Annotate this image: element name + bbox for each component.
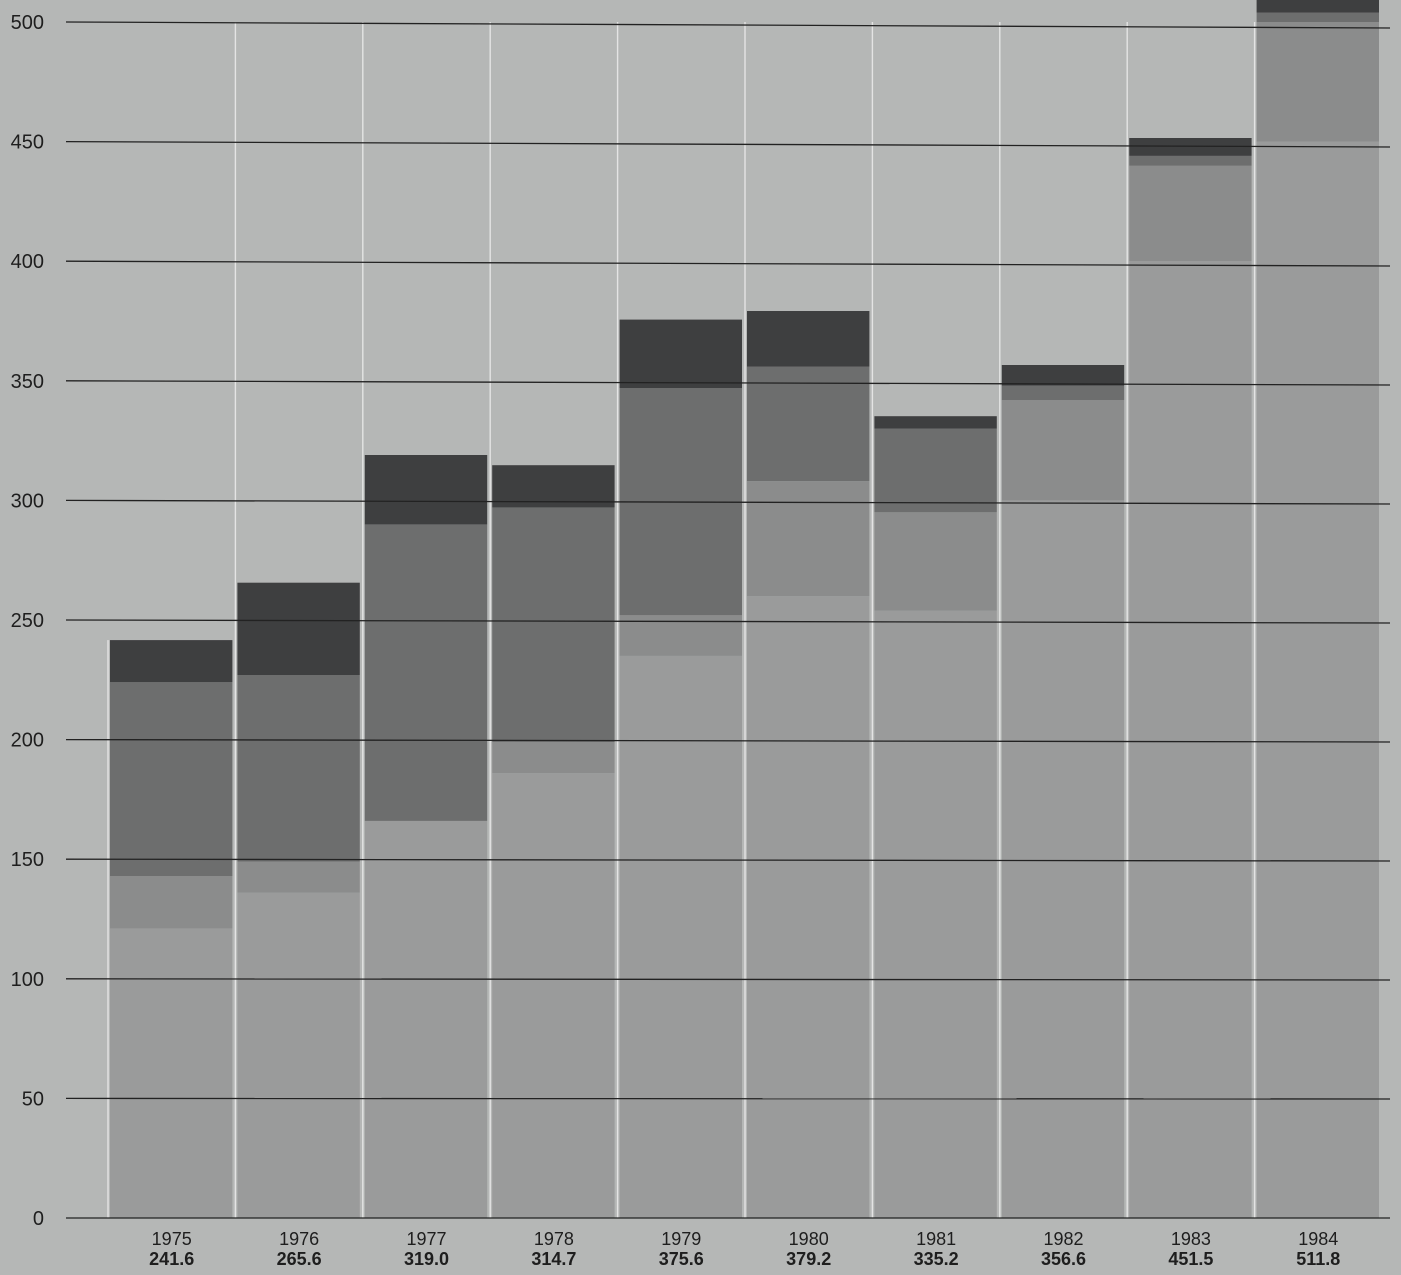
bar-segment-1978-layer-2 bbox=[492, 742, 615, 774]
bar-segment-1984-layer-1 bbox=[1256, 141, 1379, 1219]
bar-segment-1982-layer-4 bbox=[1001, 365, 1125, 386]
bar-segment-1980-layer-4 bbox=[747, 311, 870, 367]
bar-segment-1975-layer-3 bbox=[110, 682, 233, 876]
x-category-total: 314.7 bbox=[531, 1249, 576, 1269]
y-tick-label: 500 bbox=[11, 12, 44, 34]
x-category-total: 379.2 bbox=[786, 1249, 831, 1269]
bar-segment-1981-layer-2 bbox=[874, 512, 997, 611]
bar-segment-1982-layer-2 bbox=[1001, 399, 1125, 501]
gridline-500 bbox=[65, 21, 1391, 29]
x-category-total: 241.6 bbox=[149, 1249, 194, 1269]
x-category-year: 1977 bbox=[406, 1229, 446, 1249]
bar-segment-1976-layer-1 bbox=[237, 892, 360, 1218]
bar-segment-1982-layer-1 bbox=[1001, 500, 1125, 1218]
gridline-50 bbox=[65, 1097, 1391, 1100]
y-tick-label: 450 bbox=[11, 132, 44, 154]
gridline-350 bbox=[65, 380, 1391, 386]
bar-segment-1977-layer-3 bbox=[364, 524, 488, 821]
x-category-year: 1979 bbox=[661, 1229, 701, 1249]
x-category-total: 319.0 bbox=[404, 1249, 449, 1269]
bar-segment-1983-layer-4 bbox=[1129, 138, 1252, 156]
bar-segment-1982-layer-3 bbox=[1001, 385, 1125, 400]
y-tick-label: 0 bbox=[33, 1208, 44, 1230]
x-category-total: 511.8 bbox=[1296, 1249, 1340, 1269]
bar-segment-1979-layer-1 bbox=[619, 655, 742, 1218]
x-category-total: 356.6 bbox=[1041, 1249, 1086, 1269]
bar-segment-1979-layer-4 bbox=[619, 319, 742, 388]
y-tick-label: 300 bbox=[11, 490, 44, 512]
bar-segment-1978-layer-3 bbox=[492, 507, 615, 742]
bar-segment-1977-layer-4 bbox=[364, 455, 488, 525]
x-category-year: 1980 bbox=[789, 1229, 829, 1249]
x-category-year: 1978 bbox=[534, 1229, 574, 1249]
bar-segment-1976-layer-3 bbox=[237, 675, 360, 862]
y-tick-label: 100 bbox=[11, 969, 44, 991]
x-category-total: 451.5 bbox=[1168, 1249, 1213, 1269]
y-axis-tick-labels: 0 50 100 150 200 250 300 350 400 450 500 bbox=[11, 12, 44, 1230]
vertical-dividers bbox=[107, 22, 1256, 1218]
bar-segment-1977-layer-1 bbox=[364, 820, 488, 1218]
bar-segment-1976-layer-4 bbox=[237, 582, 360, 675]
y-tick-label: 50 bbox=[22, 1088, 44, 1110]
x-category-total: 375.6 bbox=[659, 1249, 704, 1269]
bar-segment-1975-layer-1 bbox=[110, 928, 233, 1218]
x-category-total: 265.6 bbox=[277, 1249, 322, 1269]
bar-segment-1978-layer-4 bbox=[492, 465, 615, 508]
bar-segment-1983-layer-2 bbox=[1129, 165, 1252, 262]
x-category-year: 1982 bbox=[1043, 1229, 1083, 1249]
bar-segment-1981-layer-1 bbox=[874, 610, 997, 1218]
bar-segment-1981-layer-4 bbox=[874, 416, 997, 429]
gridline-100 bbox=[65, 978, 1391, 981]
bar-segment-1980-layer-2 bbox=[747, 481, 870, 597]
bar-segment-1984-layer-2 bbox=[1256, 22, 1379, 142]
gridline-150 bbox=[65, 858, 1391, 862]
bar-segment-1980-layer-1 bbox=[747, 596, 870, 1218]
bar-segment-1980-layer-3 bbox=[747, 366, 870, 482]
x-category-year: 1984 bbox=[1298, 1229, 1338, 1249]
x-category-year: 1981 bbox=[916, 1229, 956, 1249]
x-category-total: 335.2 bbox=[914, 1249, 959, 1269]
x-category-year: 1975 bbox=[152, 1229, 192, 1249]
y-tick-label: 250 bbox=[11, 610, 44, 632]
y-tick-label: 350 bbox=[11, 371, 44, 393]
gridline-400 bbox=[65, 260, 1391, 267]
bar-segment-1978-layer-1 bbox=[492, 773, 615, 1218]
y-tick-label: 400 bbox=[11, 251, 44, 273]
bar-segment-1976-layer-2 bbox=[237, 861, 360, 893]
horizontal-gridlines bbox=[65, 21, 1391, 1219]
bar-layer bbox=[110, 0, 1379, 1219]
bar-segment-1983-layer-1 bbox=[1129, 261, 1252, 1218]
bar-segment-1975-layer-2 bbox=[110, 875, 233, 929]
y-tick-label: 150 bbox=[11, 849, 44, 871]
gridline-250 bbox=[65, 619, 1391, 624]
gridline-300 bbox=[65, 499, 1391, 505]
bar-segment-1984-layer-3 bbox=[1256, 12, 1379, 22]
bar-segment-1981-layer-3 bbox=[874, 428, 997, 513]
bar-segment-1983-layer-3 bbox=[1129, 156, 1252, 166]
x-category-year: 1976 bbox=[279, 1229, 319, 1249]
bar-segment-1975-layer-4 bbox=[110, 640, 233, 683]
gridline-450 bbox=[65, 140, 1391, 148]
x-category-year: 1983 bbox=[1171, 1229, 1211, 1249]
y-tick-label: 200 bbox=[11, 730, 44, 752]
bar-segment-1984-layer-4 bbox=[1256, 0, 1379, 13]
gridline-200 bbox=[65, 738, 1391, 743]
